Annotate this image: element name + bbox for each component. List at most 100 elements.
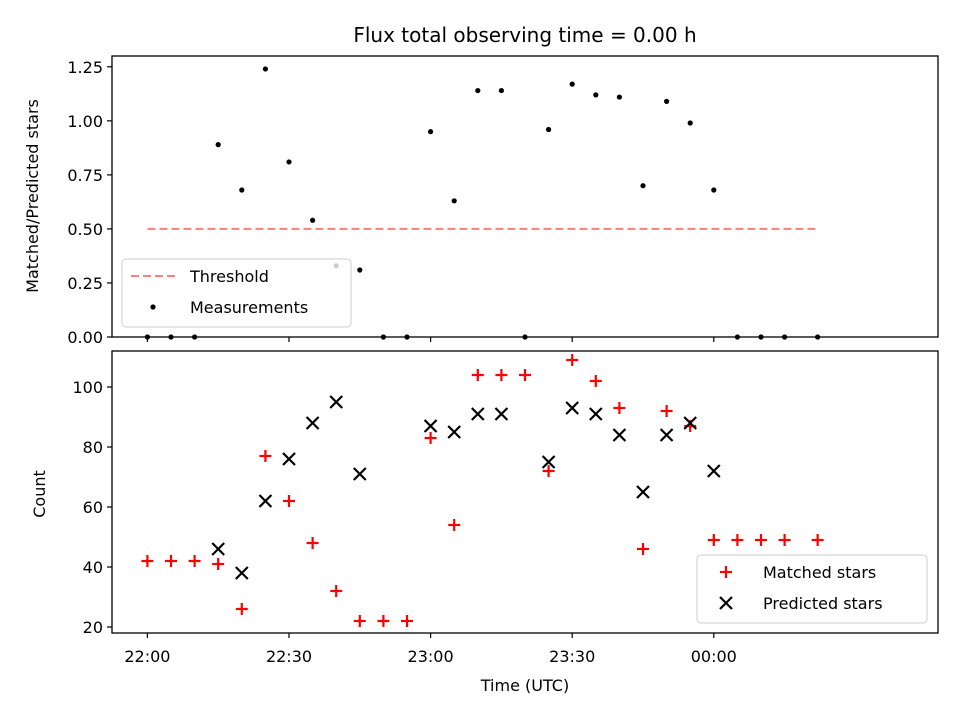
measurement-point xyxy=(215,142,221,148)
bottom-y-tick-label: 40 xyxy=(83,558,103,577)
measurement-point xyxy=(498,87,504,94)
top-y-tick-label: 0.00 xyxy=(67,328,103,347)
x-axis-label: Time (UTC) xyxy=(480,676,569,695)
top-ticks: 0.00 0.25 0.50 0.75 1.00 1.25 xyxy=(67,58,715,347)
predicted-star-marker xyxy=(423,419,438,433)
predicted-star-marker xyxy=(612,428,627,442)
matched-star-marker xyxy=(259,450,272,462)
matched-star-marker xyxy=(589,375,602,387)
x-tick-label: 23:30 xyxy=(549,647,595,666)
legend-measurements-label: Measurements xyxy=(190,298,308,317)
matched-star-marker xyxy=(353,615,366,627)
measurement-point xyxy=(640,183,646,189)
measurement-point xyxy=(687,120,693,126)
measurement-point xyxy=(428,129,434,135)
matched-star-marker xyxy=(519,369,531,381)
bottom-y-tick-label: 20 xyxy=(83,618,103,637)
measurement-point xyxy=(711,187,717,193)
top-y-axis-label: Matched/Predicted stars xyxy=(23,99,42,293)
predicted-star-marker xyxy=(494,407,509,421)
matched-star-marker xyxy=(613,402,626,414)
x-tick-label: 22:00 xyxy=(124,647,170,666)
matched-star-markers xyxy=(141,354,824,627)
predicted-star-marker xyxy=(211,542,225,556)
predicted-star-marker xyxy=(235,566,249,580)
measurement-point xyxy=(286,159,292,165)
matched-star-marker xyxy=(212,558,225,570)
legend-predicted-swatch xyxy=(719,596,733,610)
predicted-star-marker xyxy=(305,416,320,430)
legend-matched-label: Matched stars xyxy=(763,563,876,582)
predicted-star-marker xyxy=(471,407,485,421)
legend-predicted-label: Predicted stars xyxy=(763,594,883,613)
legend-matched-swatch xyxy=(720,566,732,578)
matched-star-marker xyxy=(448,519,461,531)
bottom-y-tick-label: 100 xyxy=(72,378,103,397)
x-tick-label: 22:30 xyxy=(266,647,312,666)
measurement-point xyxy=(475,87,481,94)
measurement-point xyxy=(546,126,552,133)
bottom-panel: 20 40 60 80 100 22:00 22:30 23:00 23:30 00:00 Cou… xyxy=(30,350,939,695)
matched-star-marker xyxy=(424,432,437,444)
matched-star-marker xyxy=(141,555,154,567)
measurement-point xyxy=(262,66,268,72)
legend-measurements-swatch xyxy=(150,304,156,310)
chart-title: Flux total observing time = 0.00 h xyxy=(353,23,696,47)
measurement-point xyxy=(357,267,363,273)
predicted-star-marker xyxy=(683,416,697,430)
predicted-star-marker xyxy=(541,455,556,469)
bottom-y-tick-label: 60 xyxy=(83,498,103,517)
measurement-point xyxy=(664,98,670,104)
matched-star-marker xyxy=(306,537,319,549)
matched-star-marker xyxy=(495,369,508,381)
predicted-star-marker xyxy=(258,494,273,508)
matched-star-marker xyxy=(566,354,579,366)
measurement-point xyxy=(593,92,599,98)
predicted-star-marker xyxy=(636,485,650,499)
matched-star-marker xyxy=(811,534,824,546)
top-legend-box xyxy=(121,258,352,328)
matched-star-marker xyxy=(283,495,295,507)
legend-threshold-label: Threshold xyxy=(189,267,269,286)
top-panel: Flux total observing time = 0.00 h 0.00 0… xyxy=(23,23,939,347)
predicted-star-marker xyxy=(707,464,721,478)
matched-star-marker xyxy=(637,543,649,555)
top-legend: Threshold Measurements xyxy=(121,258,352,328)
bottom-legend: Matched stars Predicted stars xyxy=(696,554,928,624)
matched-star-marker xyxy=(401,615,413,627)
bottom-y-axis-label: Count xyxy=(30,470,49,518)
predicted-star-marker xyxy=(659,428,674,442)
matched-star-marker xyxy=(755,534,767,546)
x-tick-label: 23:00 xyxy=(408,647,454,666)
predicted-star-marker xyxy=(353,467,367,481)
predicted-star-marker xyxy=(282,452,296,466)
top-y-tick-label: 0.75 xyxy=(67,166,103,185)
matched-star-marker xyxy=(707,534,720,546)
matched-star-marker xyxy=(660,405,673,417)
measurement-point xyxy=(616,94,623,100)
predicted-star-marker xyxy=(589,407,603,421)
matched-star-marker xyxy=(542,465,555,477)
predicted-star-marker xyxy=(447,425,461,439)
bottom-y-tick-label: 80 xyxy=(83,438,103,457)
bottom-legend-box xyxy=(696,554,928,624)
top-axes-frame xyxy=(111,55,939,338)
predicted-star-markers xyxy=(211,395,721,580)
matched-star-marker xyxy=(778,534,791,546)
top-y-tick-label: 0.50 xyxy=(67,220,103,239)
matched-star-marker xyxy=(731,534,744,546)
matched-star-marker xyxy=(165,555,177,567)
measurement-point xyxy=(451,198,457,204)
matched-star-marker xyxy=(188,555,201,567)
measurement-point xyxy=(569,81,575,87)
measurement-point xyxy=(239,187,245,193)
top-y-tick-label: 0.25 xyxy=(67,274,103,293)
bottom-axes-frame xyxy=(111,350,939,634)
predicted-star-marker xyxy=(329,395,343,409)
matched-star-marker xyxy=(330,585,343,597)
matched-star-marker xyxy=(377,615,390,627)
matched-star-marker xyxy=(471,369,484,381)
top-y-tick-label: 1.25 xyxy=(67,58,103,77)
matched-star-marker xyxy=(235,603,248,615)
